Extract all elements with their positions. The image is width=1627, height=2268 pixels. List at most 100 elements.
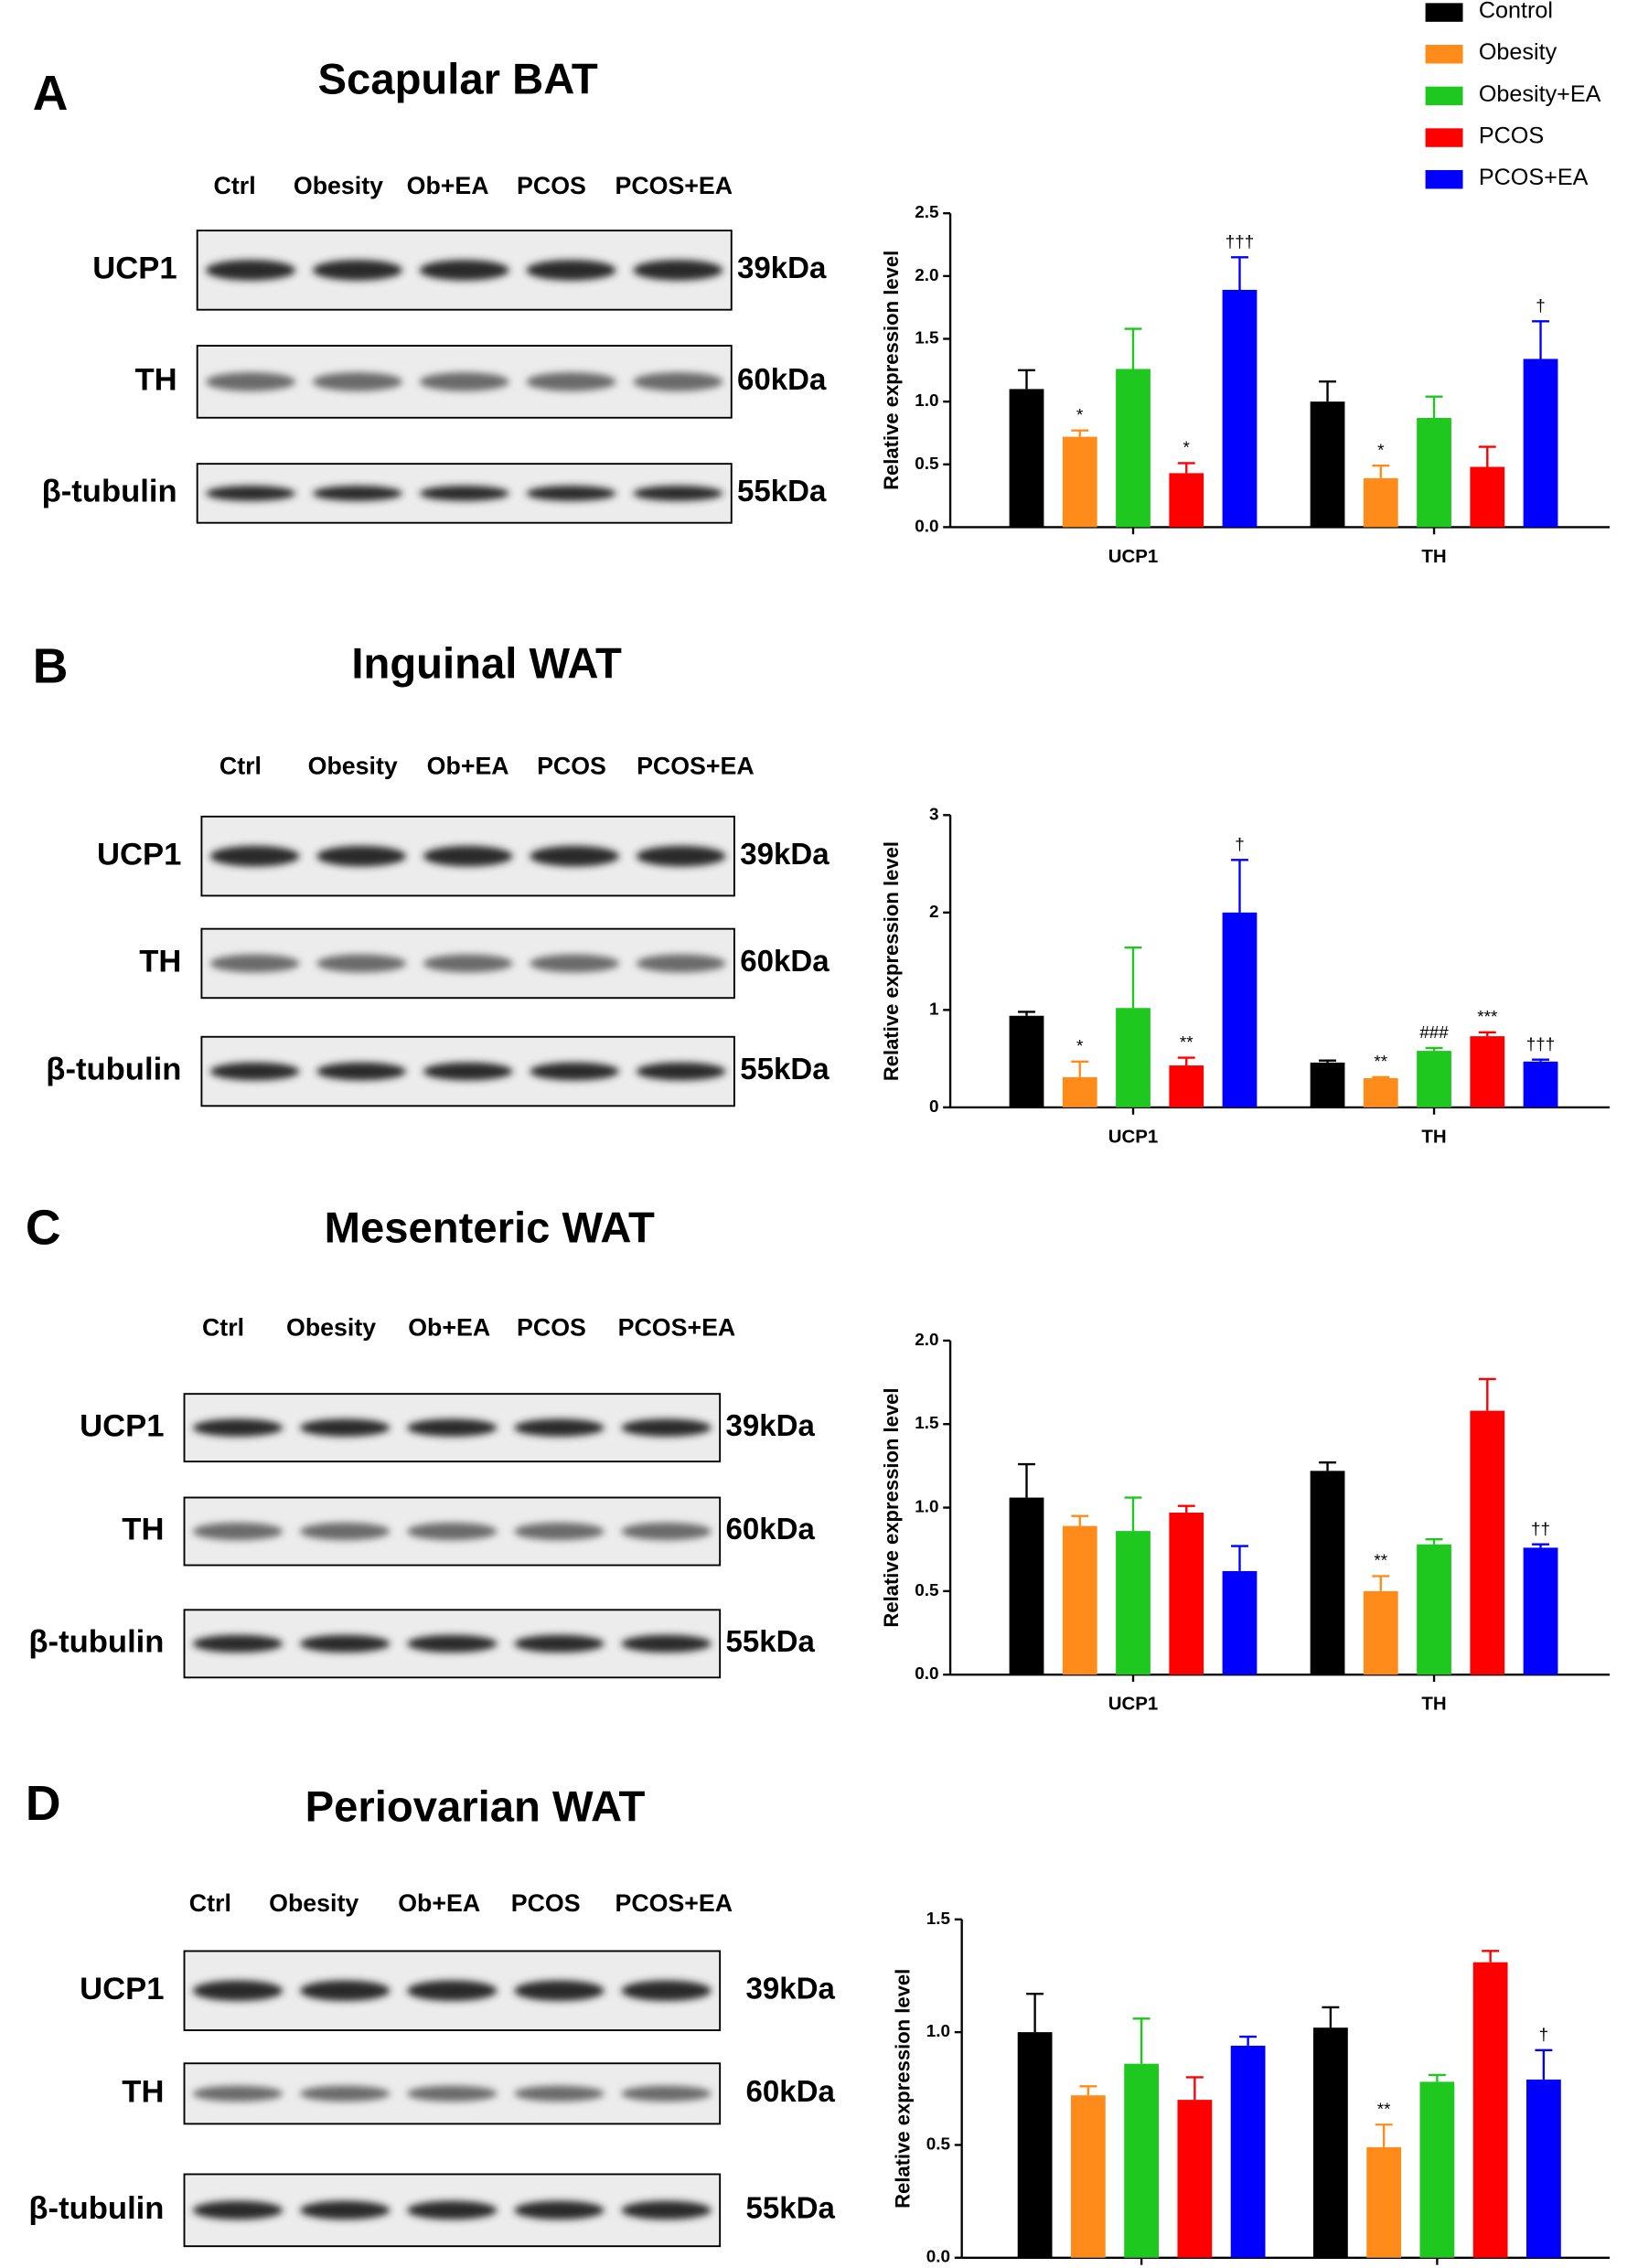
bar	[1009, 1015, 1044, 1107]
bar	[1062, 436, 1097, 528]
size-label: 60kDa	[737, 363, 827, 397]
blot-band	[526, 486, 616, 501]
protein-label: β-tubulin	[28, 2191, 164, 2226]
y-tick-label: 1.0	[915, 391, 938, 411]
bar	[1417, 1051, 1451, 1107]
size-label: 55kDa	[740, 1053, 830, 1086]
y-axis-label: Relative expression level	[880, 251, 903, 490]
protein-label: UCP1	[80, 1408, 164, 1443]
blot-band	[192, 2200, 284, 2220]
significance-label: ***	[1477, 1008, 1498, 1027]
error-bar	[1026, 1993, 1044, 2033]
bar	[1526, 2079, 1561, 2258]
error-bar	[1375, 2124, 1393, 2147]
y-tick-label: 2.0	[915, 1331, 938, 1350]
y-tick-label: 1.0	[926, 2022, 950, 2041]
bar	[1310, 1062, 1345, 1107]
x-tick-label: UCP1	[1108, 546, 1159, 567]
error-bar	[1071, 1514, 1089, 1526]
bar	[1313, 2027, 1348, 2258]
significance-label: †	[1235, 836, 1245, 855]
error-bar	[1177, 1056, 1195, 1066]
legend-label: Obesity	[1479, 39, 1557, 65]
y-tick-label: 1.5	[915, 1414, 938, 1433]
bar	[1222, 912, 1258, 1107]
blot-band	[514, 2085, 605, 2102]
blot-band	[526, 260, 616, 281]
error-bar	[1372, 1575, 1390, 1591]
bar	[1169, 473, 1204, 528]
blot-band	[407, 1634, 498, 1653]
protein-label: UCP1	[80, 1972, 164, 2006]
bar	[1230, 2045, 1266, 2258]
blot-band	[621, 1634, 712, 1653]
blot-band	[312, 260, 402, 281]
y-tick-label: 2.5	[915, 203, 938, 222]
y-tick-label: 2.0	[915, 266, 938, 285]
error-bar	[1177, 462, 1195, 474]
bar	[1009, 389, 1044, 528]
lane-label: Ob+EA	[407, 172, 489, 199]
bar	[1009, 1497, 1044, 1675]
lane-label: PCOS	[517, 1313, 586, 1341]
x-tick-label: TH	[1421, 1694, 1446, 1715]
blot-band	[192, 1522, 284, 1541]
y-tick-label: 3	[929, 805, 939, 824]
legend-label: PCOS	[1479, 123, 1544, 148]
error-bar	[1319, 1059, 1336, 1063]
y-tick-label: 1.5	[926, 1910, 950, 1929]
blot-band	[407, 1418, 498, 1437]
error-bar	[1231, 859, 1248, 913]
y-axis-label: Relative expression level	[892, 1969, 915, 2209]
error-bar	[1372, 464, 1390, 478]
blot-band	[423, 1062, 513, 1081]
legend-label: Control	[1479, 0, 1553, 23]
blot-band	[621, 1418, 712, 1437]
protein-label: TH	[122, 2074, 164, 2109]
bar	[1363, 477, 1398, 528]
significance-label: †††	[1226, 233, 1255, 252]
legend-swatch	[1425, 169, 1463, 189]
lane-label: Obesity	[269, 1889, 359, 1917]
x-tick-label: UCP1	[1108, 1694, 1159, 1715]
error-bar	[1478, 445, 1496, 467]
error-bar	[1177, 1504, 1195, 1514]
y-tick-label: 1.5	[915, 328, 938, 348]
error-bar	[1532, 1543, 1549, 1548]
blot-band	[192, 2085, 284, 2102]
error-bar	[1124, 946, 1142, 1009]
bar	[1366, 2146, 1402, 2258]
blot-band	[633, 260, 723, 281]
panel-title: Inguinal WAT	[351, 640, 622, 689]
error-bar	[1018, 1462, 1035, 1498]
y-tick-label: 2	[929, 903, 939, 922]
y-tick-label: 1.0	[915, 1498, 938, 1517]
lane-label: PCOS+EA	[618, 1313, 736, 1341]
error-bar	[1478, 1031, 1496, 1037]
protein-label: UCP1	[97, 837, 181, 872]
bar	[1116, 1531, 1151, 1675]
significance-label: ††	[1531, 1520, 1550, 1539]
error-bar	[1124, 1496, 1142, 1532]
blot-band	[316, 1062, 407, 1081]
error-bar	[1428, 2073, 1446, 2082]
error-bar	[1071, 429, 1089, 437]
bar	[1124, 2063, 1159, 2258]
blot-band	[633, 372, 723, 391]
blot-band	[419, 486, 509, 501]
y-axis-label: Relative expression level	[880, 841, 903, 1081]
error-bar	[1071, 1060, 1089, 1077]
blot-band	[514, 1418, 605, 1437]
x-tick-label: TH	[1421, 1126, 1446, 1147]
error-bar	[1018, 1011, 1035, 1016]
error-bar	[1319, 1461, 1336, 1471]
lane-label: Ob+EA	[427, 752, 509, 779]
significance-label: *	[1183, 439, 1191, 458]
error-bar	[1124, 327, 1142, 369]
blot-band	[621, 2200, 712, 2220]
bar	[1523, 358, 1558, 528]
legend-swatch	[1425, 86, 1463, 106]
blot-band	[407, 1522, 498, 1541]
blot-band	[209, 1062, 300, 1081]
bar	[1363, 1590, 1398, 1675]
